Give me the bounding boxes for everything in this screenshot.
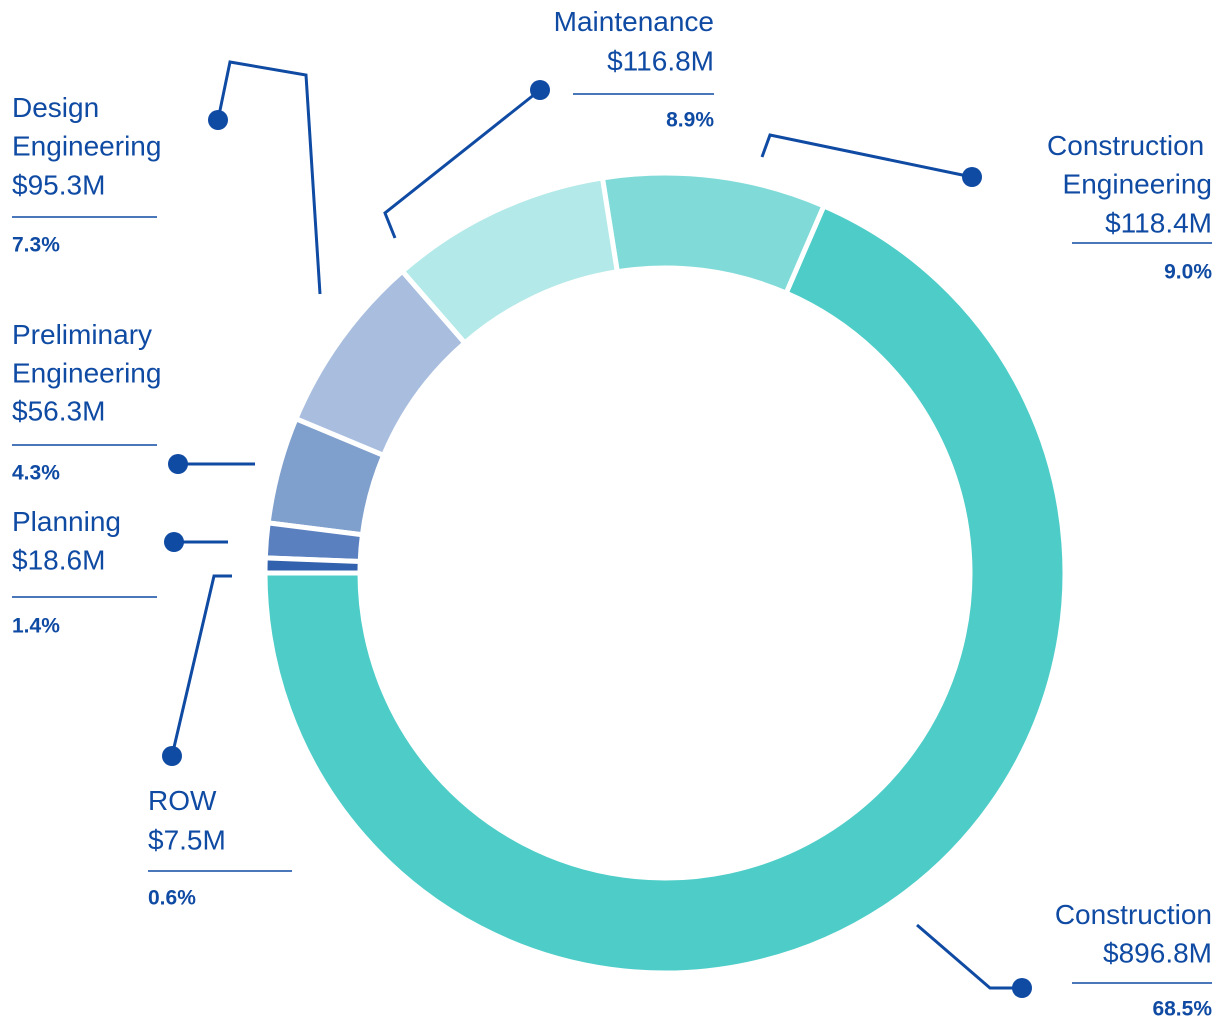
leader-dot (962, 167, 982, 187)
leader-dot (1012, 978, 1032, 998)
label: Construction $896.8M 68.5% (916, 899, 1212, 1021)
category-label: Design Engineering (12, 92, 161, 162)
category-label: Preliminary Engineering (12, 319, 161, 389)
leader-line (916, 923, 1022, 990)
labels: Construction $896.8M 68.5% Construction Eng… (12, 6, 1212, 1021)
leader-line (170, 574, 232, 757)
leader-dot (208, 110, 228, 130)
label: Design Engineering $95.3M 7.3% (12, 60, 322, 295)
amount-label: $56.3M (12, 395, 105, 426)
percent-label: 7.3% (12, 234, 60, 257)
label: Preliminary Engineering $56.3M 4.3% (12, 319, 255, 485)
category-label: Planning (12, 506, 121, 537)
wedge (599, 170, 828, 297)
leader-line (216, 60, 322, 295)
leader-dot (168, 454, 188, 474)
category-label: Construction (1055, 899, 1212, 930)
label: Construction Engineering $118.4M 9.0% (760, 130, 1212, 284)
percent-label: 9.0% (1164, 261, 1212, 284)
label: Maintenance $116.8M 8.9% (383, 6, 714, 239)
amount-label: $18.6M (12, 544, 105, 575)
wedge (262, 202, 1068, 976)
label: ROW $7.5M 0.6% (148, 574, 292, 910)
leader-line (383, 88, 541, 239)
percent-label: 1.4% (12, 615, 60, 638)
amount-label: $95.3M (12, 169, 105, 200)
label: Planning $18.6M 1.4% (12, 506, 228, 638)
amount-label: $118.4M (1105, 207, 1212, 238)
category-label: Maintenance (554, 6, 714, 37)
percent-label: 68.5% (1152, 998, 1212, 1021)
donut (262, 170, 1068, 976)
percent-label: 4.3% (12, 462, 60, 485)
leader-dot (162, 746, 182, 766)
leader-line (760, 133, 973, 179)
wedge (262, 555, 363, 576)
leader-dot (164, 532, 184, 552)
category-label: ROW (148, 785, 217, 816)
amount-label: $896.8M (1103, 937, 1212, 968)
percent-label: 0.6% (148, 887, 196, 910)
leader-dot (530, 80, 550, 100)
category-label: Construction Engineering (1047, 130, 1212, 200)
amount-label: $116.8M (607, 45, 714, 76)
percent-label: 8.9% (666, 109, 714, 132)
amount-label: $7.5M (148, 824, 226, 855)
